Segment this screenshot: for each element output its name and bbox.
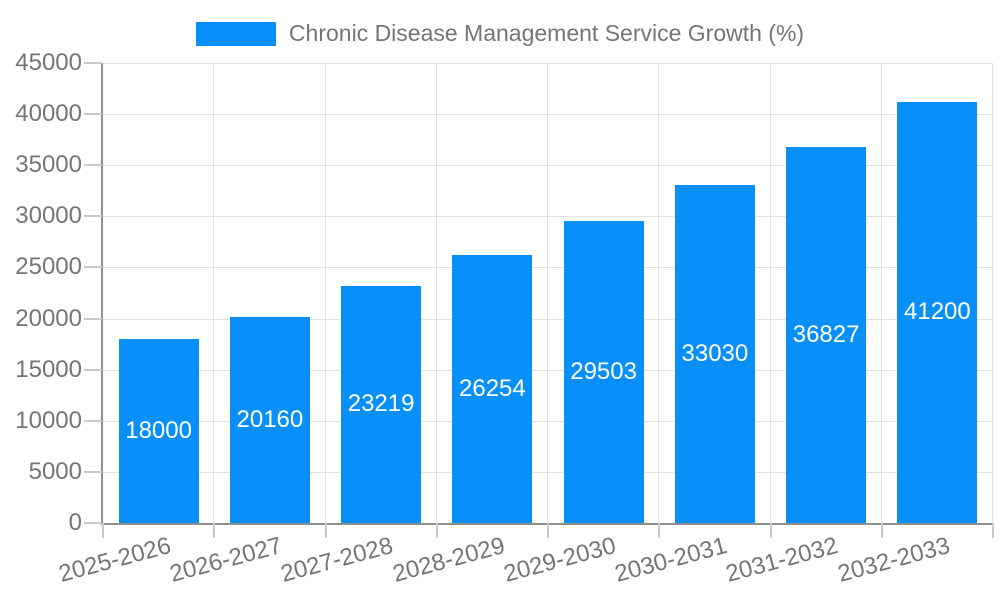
gridline-horizontal (103, 165, 993, 167)
y-axis-tick-label: 5000 (28, 457, 82, 485)
gridline-vertical (992, 63, 993, 523)
x-axis-tick-label: 2025-2026 (55, 532, 174, 588)
legend-label: Chronic Disease Management Service Growt… (288, 20, 805, 46)
gridline-horizontal (103, 114, 993, 116)
bar[interactable]: 26254 (452, 254, 533, 523)
y-axis-tick (84, 368, 102, 371)
y-axis-line (101, 63, 103, 525)
y-axis-tick-label: 20000 (15, 304, 82, 332)
y-axis-tick (84, 317, 102, 320)
legend-item[interactable]: Chronic Disease Management Service Growt… (195, 20, 805, 47)
gridline-vertical (213, 63, 215, 523)
x-axis-tick (435, 523, 438, 538)
gridline-vertical (324, 63, 326, 523)
x-axis-tick (102, 523, 104, 538)
bar[interactable]: 33030 (674, 185, 755, 523)
bar-value-label: 26254 (459, 374, 526, 402)
y-axis-tick-label: 15000 (15, 355, 82, 383)
x-axis-tick-label: 2029-2030 (500, 532, 619, 588)
gridline-vertical (435, 63, 437, 523)
gridline-horizontal (103, 318, 993, 320)
bar[interactable]: 29503 (563, 221, 644, 523)
bar[interactable]: 23219 (341, 285, 422, 523)
bar-value-label: 41200 (904, 298, 971, 326)
y-axis-tick-label: 35000 (15, 151, 82, 179)
bar-value-label: 23219 (347, 390, 415, 418)
x-axis-tick (880, 523, 883, 538)
x-axis-tick-label: 2027-2028 (278, 532, 397, 588)
y-axis-tick (84, 164, 102, 167)
gridline-horizontal (103, 369, 993, 371)
legend: Chronic Disease Management Service Growt… (0, 20, 1000, 47)
y-axis-tick-label: 45000 (15, 49, 82, 76)
gridline-vertical (547, 63, 548, 523)
y-axis-tick (84, 470, 102, 473)
bar[interactable]: 41200 (897, 101, 978, 523)
legend-swatch-icon (195, 21, 276, 46)
x-axis-tick-label: 2026-2027 (167, 532, 285, 588)
y-axis-tick (84, 62, 102, 64)
plot-area: 18000 20160 23219 26254 29503 33030 36827 41200 (101, 63, 993, 525)
gridline-horizontal (103, 471, 993, 473)
gridline-horizontal (103, 63, 993, 64)
x-axis-tick-label: 2032-2033 (834, 532, 953, 588)
gridline-horizontal (103, 216, 993, 218)
bar-value-label: 20160 (236, 405, 304, 433)
bar-value-label: 33030 (681, 340, 749, 368)
x-axis-tick (547, 523, 549, 538)
gridline-vertical (658, 63, 660, 523)
bar[interactable]: 20160 (229, 316, 310, 523)
x-axis-tick (992, 523, 994, 538)
y-axis-tick-label: 0 (68, 509, 82, 536)
gridline-vertical (880, 63, 882, 523)
bar-value-label: 18000 (125, 417, 192, 444)
y-axis-tick (84, 215, 102, 218)
bar[interactable]: 18000 (118, 339, 199, 523)
y-axis-tick (84, 522, 102, 524)
x-axis-tick (769, 523, 772, 538)
y-axis-tick-label: 30000 (15, 202, 82, 230)
gridline-horizontal (103, 267, 993, 269)
y-axis-tick (84, 266, 102, 269)
y-axis-tick (84, 419, 102, 422)
y-axis-tick-label: 40000 (15, 100, 82, 128)
bar[interactable]: 36827 (786, 146, 867, 523)
y-axis-tick-label: 10000 (15, 406, 82, 434)
bar-value-label: 29503 (570, 358, 637, 386)
x-axis-tick-label: 2031-2032 (723, 532, 842, 588)
x-axis-tick (324, 523, 327, 538)
x-axis-tick (213, 523, 216, 538)
y-axis-tick-label: 25000 (15, 253, 82, 281)
gridline-vertical (769, 63, 771, 523)
x-axis-tick-label: 2028-2029 (389, 532, 508, 588)
x-axis-tick-label: 2030-2031 (612, 532, 730, 588)
bar-value-label: 36827 (792, 320, 860, 348)
y-axis-tick (84, 113, 102, 116)
x-axis-tick (658, 523, 661, 538)
gridline-horizontal (103, 420, 993, 422)
